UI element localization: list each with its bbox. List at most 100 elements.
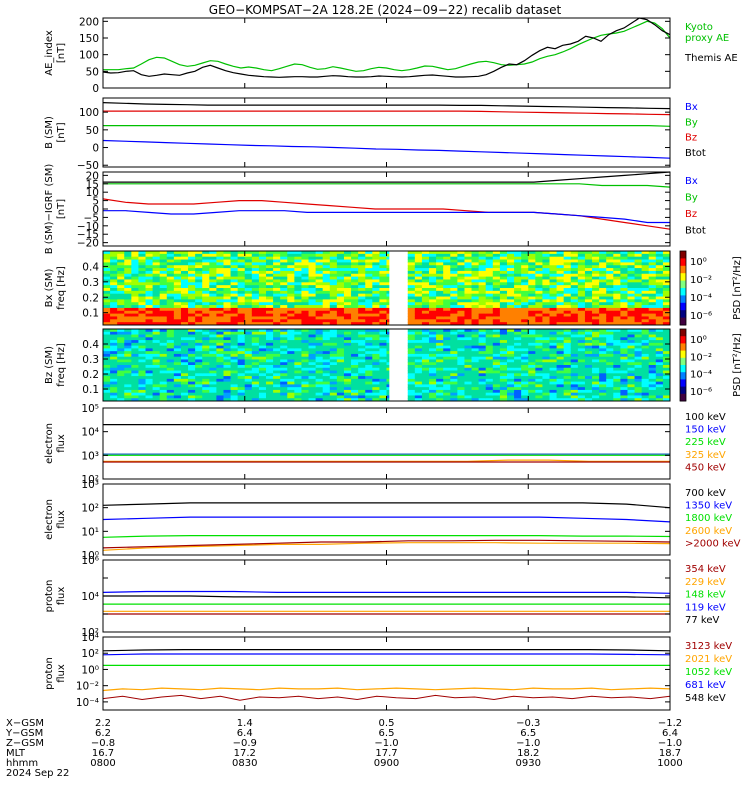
y-axis-label-line: [nT] bbox=[56, 122, 67, 142]
spectrogram-cell bbox=[209, 296, 217, 300]
spectrogram-cell bbox=[662, 353, 671, 358]
spectrogram-cell bbox=[152, 259, 161, 263]
spectrogram-cell bbox=[287, 356, 295, 360]
spectrogram-cell bbox=[258, 276, 267, 280]
spectrogram-cell bbox=[173, 334, 182, 338]
spectrogram-cell bbox=[145, 322, 154, 326]
spectrogram-cell bbox=[209, 305, 217, 309]
spectrogram-cell bbox=[124, 270, 132, 275]
spectrogram-cell bbox=[613, 273, 621, 278]
spectrogram-cell bbox=[166, 319, 175, 323]
spectrogram-cell bbox=[634, 342, 643, 347]
spectrogram-cell bbox=[202, 373, 210, 377]
spectrogram-cell bbox=[166, 348, 175, 352]
spectrogram-cell bbox=[655, 356, 664, 360]
spectrogram-cell bbox=[159, 334, 168, 338]
spectrogram-cell bbox=[180, 389, 189, 394]
spectrogram-cell bbox=[343, 302, 352, 306]
spectrogram-cell bbox=[577, 376, 586, 380]
spectrogram-cell bbox=[294, 376, 302, 380]
y-tick-label: 20 bbox=[86, 170, 99, 182]
spectrogram-cell bbox=[379, 253, 387, 258]
spectrogram-cell bbox=[620, 329, 628, 333]
spectrogram-cell bbox=[407, 293, 416, 298]
spectrogram-cell bbox=[407, 285, 416, 289]
spectrogram-cell bbox=[159, 337, 168, 341]
spectrogram-cell bbox=[592, 302, 600, 306]
spectrogram-cell bbox=[506, 359, 515, 363]
spectrogram-cell bbox=[620, 362, 628, 366]
spectrogram-cell bbox=[450, 376, 458, 380]
spectrogram-cell bbox=[258, 373, 267, 377]
spectrogram-cell bbox=[577, 288, 586, 292]
spectrogram-cell bbox=[506, 313, 515, 317]
spectrogram-cell bbox=[251, 367, 260, 372]
spectrogram-cell bbox=[287, 296, 295, 300]
spectrogram-cell bbox=[287, 251, 295, 255]
spectrogram-cell bbox=[549, 307, 558, 312]
spectrogram-cell bbox=[209, 293, 217, 298]
spectrogram-cell bbox=[103, 398, 111, 402]
spectrogram-cell bbox=[159, 359, 168, 363]
spectrogram-cell bbox=[485, 256, 494, 261]
spectrogram-cell bbox=[110, 270, 118, 275]
spectrogram-cell bbox=[584, 262, 593, 266]
spectrogram-cell bbox=[584, 367, 593, 372]
spectrogram-cell bbox=[584, 270, 593, 275]
spectrogram-cell bbox=[110, 370, 118, 374]
spectrogram-cell bbox=[471, 381, 480, 385]
spectrogram-cell bbox=[230, 288, 239, 292]
spectrogram-cell bbox=[152, 256, 161, 261]
spectrogram-cell bbox=[648, 319, 657, 323]
y-tick-label: 10² bbox=[81, 648, 99, 660]
spectrogram-cell bbox=[492, 340, 501, 344]
spectrogram-cell bbox=[471, 251, 480, 255]
spectrogram-cell bbox=[471, 348, 480, 352]
y-tick-label: 10⁶ bbox=[81, 555, 99, 567]
spectrogram-cell bbox=[138, 256, 147, 261]
spectrogram-cell bbox=[478, 310, 487, 315]
spectrogram-cell bbox=[287, 392, 295, 396]
spectrogram-cell bbox=[514, 398, 522, 402]
spectrogram-cell bbox=[464, 365, 473, 369]
spectrogram-cell bbox=[358, 268, 366, 272]
spectrogram-cell bbox=[443, 285, 451, 289]
spectrogram-cell bbox=[620, 387, 628, 391]
spectrogram-cell bbox=[343, 290, 352, 295]
spectrogram-cell bbox=[195, 389, 203, 394]
spectrogram-cell bbox=[584, 334, 593, 338]
spectrogram-cell bbox=[372, 265, 380, 269]
spectrogram-cell bbox=[584, 322, 593, 326]
spectrogram-cell bbox=[103, 334, 111, 338]
spectrogram-cell bbox=[655, 290, 664, 295]
spectrogram-cell bbox=[634, 310, 643, 315]
spectrogram-cell bbox=[230, 395, 239, 399]
spectrogram-cell bbox=[563, 387, 572, 391]
spectrogram-cell bbox=[634, 319, 643, 323]
spectrogram-cell bbox=[152, 342, 161, 347]
y-tick-label: 0 bbox=[92, 204, 99, 216]
spectrogram-cell bbox=[365, 395, 373, 399]
spectrogram-cell bbox=[280, 256, 288, 261]
spectrogram-cell bbox=[514, 370, 522, 374]
spectrogram-cell bbox=[223, 345, 232, 349]
spectrogram-cell bbox=[535, 370, 543, 374]
spectrogram-cell bbox=[641, 282, 650, 286]
spectrogram-cell bbox=[131, 279, 139, 283]
spectrogram-cell bbox=[584, 381, 593, 385]
spectrogram-cell bbox=[577, 387, 586, 391]
spectrogram-cell bbox=[216, 282, 224, 286]
spectrogram-cell bbox=[478, 348, 487, 352]
legend-item: 548 keV bbox=[685, 693, 726, 704]
spectrogram-cell bbox=[244, 387, 253, 391]
spectrogram-cell bbox=[641, 381, 650, 385]
series-line-681-kev bbox=[102, 653, 671, 656]
spectrogram-cell bbox=[528, 381, 536, 385]
spectrogram-cell bbox=[301, 389, 310, 394]
spectrogram-cell bbox=[429, 293, 437, 298]
y-tick-label: 0.4 bbox=[82, 261, 99, 273]
spectrogram-cell bbox=[542, 256, 551, 261]
spectrogram-cell bbox=[273, 378, 281, 383]
spectrogram-cell bbox=[209, 313, 217, 317]
spectrogram-cell bbox=[216, 276, 224, 280]
